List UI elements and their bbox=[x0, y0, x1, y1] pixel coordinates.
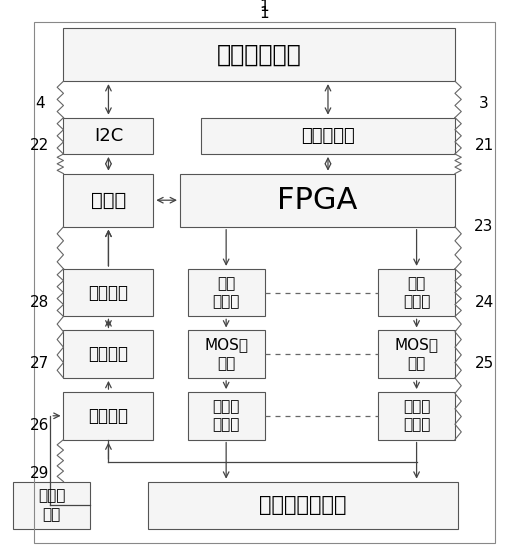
Text: I2C: I2C bbox=[94, 127, 123, 145]
Text: 选通开关: 选通开关 bbox=[88, 407, 129, 425]
Bar bbox=[378, 330, 455, 378]
Text: 电流
驱动源: 电流 驱动源 bbox=[403, 276, 430, 310]
Text: 26: 26 bbox=[30, 418, 49, 433]
Text: 计算电路: 计算电路 bbox=[88, 283, 129, 302]
Text: 超声换能器阵列: 超声换能器阵列 bbox=[259, 496, 346, 515]
Text: 采样电路: 采样电路 bbox=[88, 345, 129, 363]
Text: 阻抗匹
配电路: 阻抗匹 配电路 bbox=[403, 399, 430, 432]
Text: 1: 1 bbox=[260, 7, 269, 21]
Bar bbox=[63, 118, 153, 154]
Text: 28: 28 bbox=[30, 295, 49, 310]
Text: 23: 23 bbox=[475, 220, 494, 234]
Bar bbox=[63, 330, 153, 378]
Text: MOS管
电路: MOS管 电路 bbox=[204, 337, 248, 371]
Bar bbox=[180, 174, 455, 227]
Bar bbox=[63, 28, 455, 81]
Bar bbox=[63, 392, 153, 440]
Bar bbox=[63, 174, 153, 227]
Bar bbox=[63, 269, 153, 316]
Text: FPGA: FPGA bbox=[277, 186, 358, 214]
Text: 1: 1 bbox=[260, 0, 269, 14]
Bar bbox=[13, 482, 90, 529]
Text: 自定义总线: 自定义总线 bbox=[301, 127, 355, 145]
Text: 发射板
电源: 发射板 电源 bbox=[38, 488, 65, 522]
Text: 阻抗匹
配电路: 阻抗匹 配电路 bbox=[213, 399, 240, 432]
Text: 29: 29 bbox=[30, 466, 49, 480]
Bar bbox=[188, 392, 264, 440]
Text: 管理控制电路: 管理控制电路 bbox=[217, 43, 302, 67]
Text: 22: 22 bbox=[30, 138, 49, 153]
Text: MOS管
电路: MOS管 电路 bbox=[395, 337, 439, 371]
Bar bbox=[188, 330, 264, 378]
Text: 21: 21 bbox=[475, 138, 494, 153]
Bar bbox=[188, 269, 264, 316]
Bar bbox=[34, 22, 495, 543]
Text: 24: 24 bbox=[475, 295, 494, 310]
Text: 27: 27 bbox=[30, 357, 49, 371]
Text: 3: 3 bbox=[479, 96, 489, 111]
Bar bbox=[378, 269, 455, 316]
Text: 单片机: 单片机 bbox=[91, 191, 126, 209]
Text: 4: 4 bbox=[35, 96, 44, 111]
Text: 25: 25 bbox=[475, 357, 494, 371]
Bar bbox=[148, 482, 458, 529]
Bar bbox=[378, 392, 455, 440]
Text: 电流
驱动源: 电流 驱动源 bbox=[213, 276, 240, 310]
Bar bbox=[201, 118, 455, 154]
